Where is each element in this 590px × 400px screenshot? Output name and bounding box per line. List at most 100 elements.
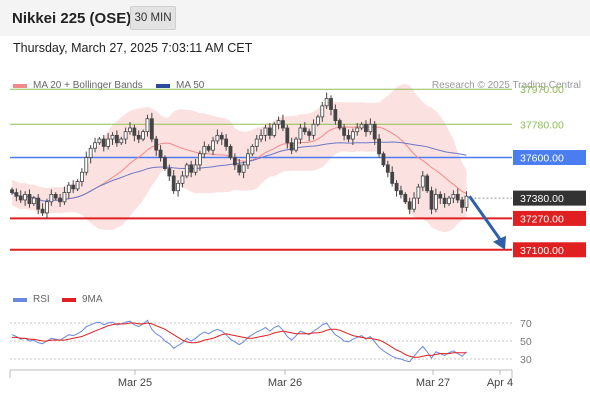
candle-body-down	[40, 208, 45, 214]
candle	[101, 134, 106, 152]
candle	[31, 195, 36, 206]
candle	[307, 128, 312, 142]
candle-body-up	[176, 182, 180, 192]
candle	[232, 153, 237, 170]
candle	[211, 136, 215, 156]
candle	[45, 198, 49, 219]
candle-body-up	[141, 131, 146, 140]
candle-body-down	[101, 138, 106, 147]
candle-body-down	[224, 138, 229, 147]
resistance-level-label: 37780.00	[520, 119, 564, 131]
candle	[215, 129, 220, 145]
candle-body-up	[49, 194, 54, 203]
candle-body-up	[211, 140, 215, 151]
candle-body-down	[399, 190, 403, 195]
candle-body-up	[246, 153, 250, 166]
candle-body-up	[193, 164, 198, 173]
candle	[110, 132, 115, 145]
candle	[184, 162, 189, 179]
candle-body-down	[438, 194, 443, 199]
candle	[407, 197, 412, 215]
candle-body-up	[464, 195, 469, 208]
candle	[412, 192, 416, 213]
candle	[355, 122, 360, 136]
candle-body-up	[215, 134, 220, 142]
candle	[128, 122, 132, 135]
rsi-swatch	[13, 297, 27, 302]
candle	[193, 158, 198, 176]
candle	[97, 136, 102, 145]
candle	[329, 95, 333, 116]
candle-body-up	[259, 134, 263, 140]
candle	[66, 182, 71, 199]
candle	[171, 170, 176, 194]
candle-body-down	[53, 194, 58, 199]
candle-body-down	[114, 134, 119, 144]
candle-body-up	[202, 146, 207, 155]
candle	[189, 160, 194, 178]
level-label-text: 37270.00	[520, 213, 564, 225]
candle	[451, 190, 456, 204]
candle-body-down	[381, 153, 386, 166]
instrument-title: Nikkei 225 (OSE)	[12, 10, 132, 27]
candle-body-down	[377, 138, 381, 155]
candle	[88, 145, 93, 164]
legend-rsi: RSI	[13, 294, 50, 305]
candle-body-down	[302, 127, 307, 133]
current-level-label: 37380.00	[513, 190, 586, 206]
candle-body-down	[385, 164, 390, 173]
candle	[460, 196, 465, 214]
candle-body-down	[307, 131, 312, 136]
x-tick-label: Mar 27	[416, 377, 450, 389]
candle-body-down	[232, 157, 237, 166]
candle	[163, 155, 167, 171]
candle	[381, 151, 386, 168]
candle	[394, 180, 399, 197]
candle	[254, 134, 259, 152]
candle	[294, 136, 298, 153]
candle	[198, 150, 202, 171]
candle	[250, 144, 255, 157]
level-lines	[10, 88, 512, 251]
candle-body-down	[289, 142, 294, 151]
candle	[71, 180, 76, 193]
timeframe-button[interactable]: 30 MIN	[130, 6, 176, 30]
candle-body-up	[88, 147, 93, 158]
candle	[377, 134, 381, 158]
candle-body-up	[106, 138, 111, 147]
legend-ma20-label: MA 20 + Bollinger Bands	[33, 80, 143, 91]
candle-body-up	[31, 197, 36, 205]
candle	[320, 101, 325, 122]
candle	[10, 187, 14, 195]
candle-body-down	[206, 146, 211, 151]
candle-body-down	[285, 127, 290, 144]
candle-body-up	[23, 194, 28, 201]
candle	[302, 122, 307, 135]
candle-body-up	[298, 127, 303, 140]
candle-body-up	[241, 164, 246, 173]
candle-body-down	[154, 138, 159, 151]
candles	[10, 92, 469, 219]
candle-body-up	[451, 194, 456, 199]
support-level-label: 37100.00	[513, 242, 586, 258]
candle	[62, 186, 67, 205]
candle	[364, 120, 368, 137]
level-label-box	[513, 210, 586, 226]
legend-9ma-label: 9MA	[82, 294, 103, 305]
candle	[346, 129, 351, 143]
level-label-box	[513, 150, 586, 166]
candle-body-down	[189, 164, 194, 173]
candle	[49, 189, 54, 206]
x-tick-label: Apr 4	[487, 377, 513, 389]
candle	[399, 185, 403, 199]
candle	[14, 188, 19, 202]
candle-body-down	[171, 175, 176, 192]
candle	[40, 203, 45, 217]
candle	[311, 119, 316, 140]
header-bar	[0, 0, 590, 36]
candle	[53, 192, 58, 201]
candle	[442, 193, 447, 208]
candle	[237, 158, 242, 176]
ma20-swatch	[13, 83, 27, 88]
